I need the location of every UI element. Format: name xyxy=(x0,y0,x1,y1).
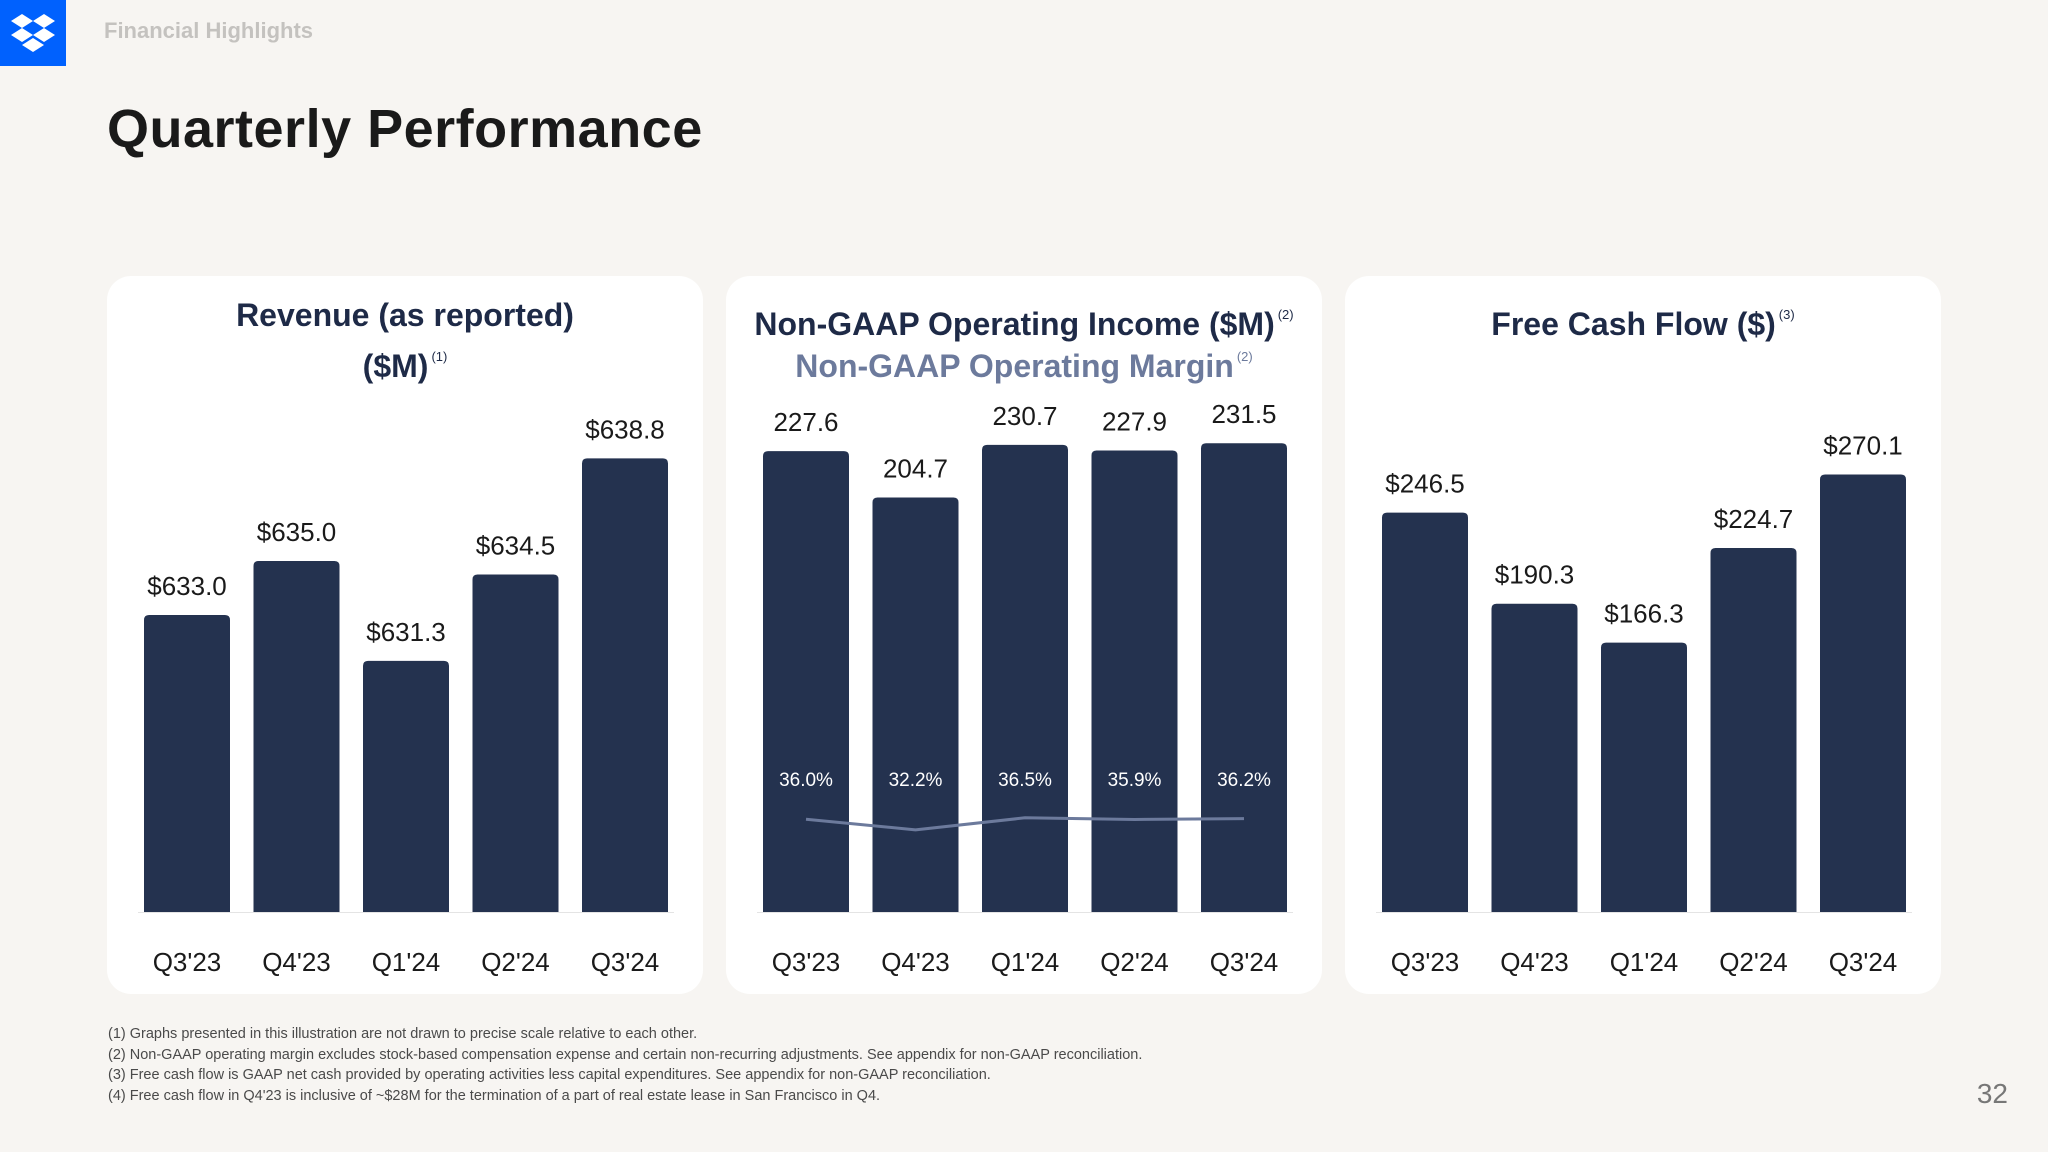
bar-value-label: $224.7 xyxy=(1714,504,1794,534)
footnote-ref: (1) xyxy=(431,349,448,364)
bar-Q4'23 xyxy=(253,561,340,912)
revenue-title-line1: Revenue (as reported) xyxy=(236,297,574,333)
bar-value-label: 231.5 xyxy=(1211,399,1276,429)
bar-value-label: 227.9 xyxy=(1102,407,1167,437)
bar-Q1'24 xyxy=(363,660,449,912)
bar-value-label: $246.5 xyxy=(1385,469,1465,499)
bar-Q4'23 xyxy=(872,497,959,912)
free-cash-flow-chart-title: Free Cash Flow ($) (3) xyxy=(1345,294,1941,345)
page-title: Quarterly Performance xyxy=(107,99,703,159)
x-tick-label: Q2'24 xyxy=(481,947,550,977)
x-tick-label: Q4'23 xyxy=(262,947,331,977)
x-tick-label: Q1'24 xyxy=(991,947,1060,977)
x-tick-label: Q4'23 xyxy=(1500,947,1569,977)
bar-value-label: $635.0 xyxy=(257,517,337,547)
margin-value-label: 36.5% xyxy=(998,770,1052,791)
bar-Q3'23 xyxy=(763,451,849,912)
footnote-3: (3) Free cash flow is GAAP net cash prov… xyxy=(108,1067,991,1083)
bar-Q2'24 xyxy=(472,574,559,912)
operating-margin-title: Non-GAAP Operating Margin xyxy=(795,348,1234,384)
footnote-2: (2) Non-GAAP operating margin excludes s… xyxy=(108,1046,1143,1063)
x-tick-label: Q3'23 xyxy=(1391,947,1460,977)
bar-Q3'23 xyxy=(1382,512,1468,912)
operating-income-chart-title: Non-GAAP Operating Income ($M) (2) xyxy=(726,294,1322,345)
bar-Q2'24 xyxy=(1710,547,1797,912)
bar-value-label: $633.0 xyxy=(147,571,227,601)
bar-Q1'24 xyxy=(982,444,1068,912)
operating-margin-subtitle: Non-GAAP Operating Margin (2) xyxy=(726,336,1322,387)
bar-value-label: $270.1 xyxy=(1823,430,1903,460)
operating-income-card: Non-GAAP Operating Income ($M) (2) Non-GA… xyxy=(726,276,1322,994)
bar-value-label: $631.3 xyxy=(366,617,446,647)
revenue-chart: $633.0 Q3'23 $635.0 Q4'23 $631.3 Q1'24 $634.5 Q… xyxy=(138,414,674,977)
x-tick-label: Q3'24 xyxy=(1210,947,1279,977)
footnote-ref: (2) xyxy=(1277,307,1294,322)
bar-value-label: 204.7 xyxy=(883,453,948,483)
bar-value-label: $638.8 xyxy=(585,414,665,444)
operating-income-chart: 227.6 Q3'23 204.7 Q4'23 230.7 Q1'24 227.9 Q2'24… xyxy=(757,399,1293,977)
page-number: 32 xyxy=(1976,1078,2008,1109)
revenue-title-line2: ($M) xyxy=(362,348,429,384)
bar-Q1'24 xyxy=(1601,642,1687,912)
x-tick-label: Q2'24 xyxy=(1100,947,1169,977)
footnote-ref: (3) xyxy=(1778,307,1795,322)
operating-margin-line xyxy=(805,816,1245,832)
x-tick-label: Q3'23 xyxy=(772,947,841,977)
section-label: Financial Highlights xyxy=(104,18,314,43)
bar-value-label: $190.3 xyxy=(1495,560,1575,590)
revenue-chart-title: Revenue (as reported) ($M) (1) xyxy=(107,294,703,387)
bar-Q4'23 xyxy=(1491,603,1578,912)
footnote-4: (4) Free cash flow in Q4'23 is inclusive… xyxy=(108,1087,881,1104)
free-cash-flow-chart: $246.5 Q3'23 $190.3 Q4'23 $166.3 Q1'24 $224.7 Q… xyxy=(1376,430,1912,977)
x-tick-label: Q2'24 xyxy=(1719,947,1788,977)
free-cash-flow-card: Free Cash Flow ($) (3) $246.5 Q3'23 $190.3 Q… xyxy=(1345,276,1941,994)
margin-value-label: 35.9% xyxy=(1108,770,1162,791)
bar-Q2'24 xyxy=(1091,450,1178,912)
bar-Q3'24 xyxy=(1820,474,1906,912)
x-tick-label: Q3'24 xyxy=(1829,947,1898,977)
free-cash-flow-title: Free Cash Flow ($) xyxy=(1491,306,1776,342)
x-tick-label: Q1'24 xyxy=(1610,947,1679,977)
bar-value-label: $634.5 xyxy=(476,531,556,561)
revenue-card: Revenue (as reported) ($M) (1) $633.0 Q3'2… xyxy=(107,276,703,994)
margin-value-label: 32.2% xyxy=(889,770,943,791)
margin-value-label: 36.0% xyxy=(779,770,833,791)
x-tick-label: Q1'24 xyxy=(372,947,441,977)
footnote-ref: (2) xyxy=(1236,349,1253,364)
footnote-1: (1) Graphs presented in this illustratio… xyxy=(108,1026,698,1042)
bar-Q3'24 xyxy=(582,458,668,912)
bar-Q3'23 xyxy=(144,615,230,912)
bar-value-label: $166.3 xyxy=(1604,599,1684,629)
x-tick-label: Q4'23 xyxy=(881,947,950,977)
margin-value-label: 36.2% xyxy=(1217,770,1271,791)
x-tick-label: Q3'23 xyxy=(153,947,222,977)
footnotes: (1) Graphs presented in this illustratio… xyxy=(108,1024,1142,1106)
dropbox-logo-icon xyxy=(0,0,66,66)
bar-value-label: 230.7 xyxy=(992,401,1057,431)
bar-Q3'24 xyxy=(1201,443,1287,912)
operating-income-title: Non-GAAP Operating Income ($M) xyxy=(754,306,1275,342)
x-tick-label: Q3'24 xyxy=(591,947,660,977)
bar-value-label: 227.6 xyxy=(773,407,838,437)
